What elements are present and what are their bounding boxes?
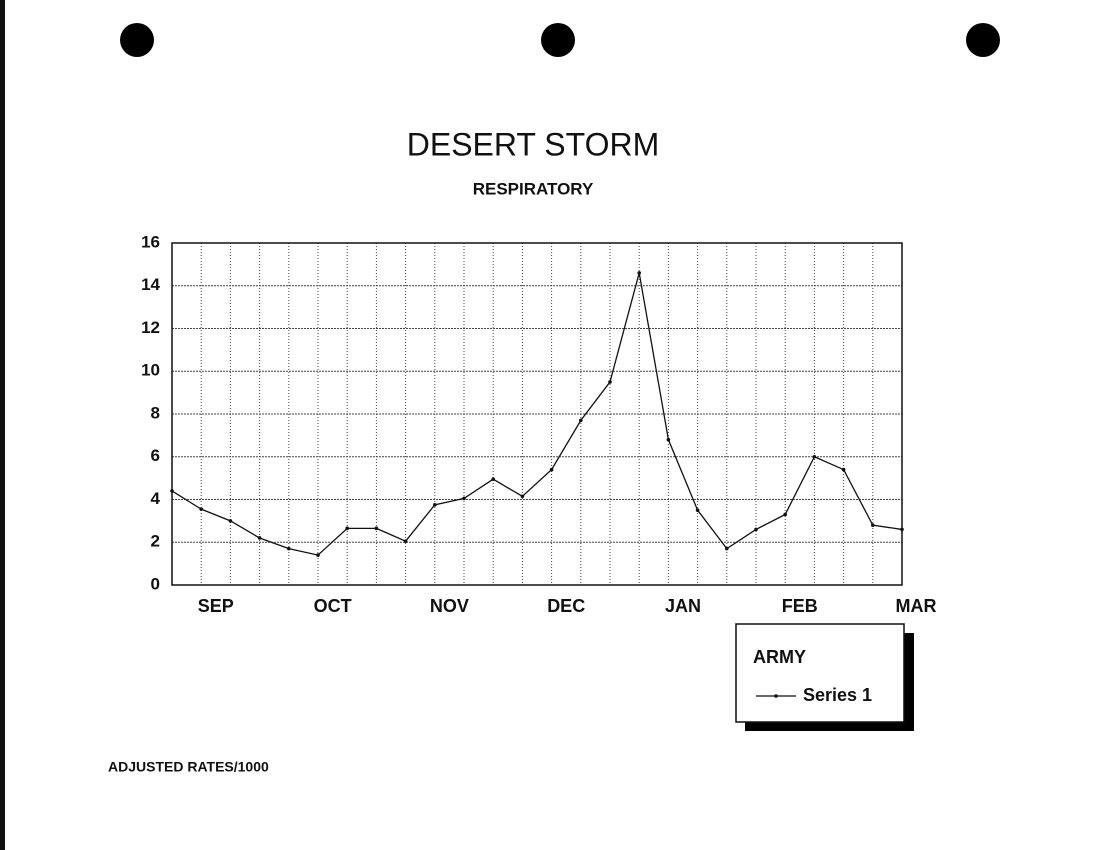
punch-hole [541,23,575,57]
y-tick-label: 6 [151,446,160,465]
data-point [403,539,408,543]
y-tick-label: 10 [141,361,160,380]
chart-subtitle: RESPIRATORY [473,179,594,198]
data-point [433,503,437,507]
x-tick-label: SEP [198,596,234,616]
legend-box [735,623,905,723]
legend-label: Series 1 [803,685,872,705]
footnote: ADJUSTED RATES/1000 [108,759,269,775]
x-tick-label: JAN [665,596,701,616]
y-tick-label: 8 [151,403,160,422]
data-point [257,536,262,540]
data-point [316,553,320,557]
series-line [171,272,903,556]
x-tick-label: OCT [314,596,352,616]
data-point [812,454,817,459]
data-point [345,526,350,531]
data-point [900,527,904,532]
data-point [199,507,203,511]
legend-swatch-marker [774,694,778,698]
legend-title: ARMY [753,647,806,667]
x-tick-label: FEB [782,596,818,616]
legend: ARMY Series 1 [735,623,914,731]
y-tick-label: 4 [151,489,161,508]
punch-hole [120,23,154,57]
chart-title: DESERT STORM [407,126,660,162]
data-point [491,477,496,481]
punch-hole [966,23,1000,57]
plot: 0 2 4 6 8 10 12 14 16 SEP OCT NOV DEC JAN FEB MAR [141,232,936,615]
x-tick-label: NOV [430,596,469,616]
data-point [783,512,787,517]
data-point [374,526,379,531]
data-point [666,437,671,442]
data-point [228,519,233,523]
y-tick-label: 2 [151,532,160,551]
data-point [608,380,612,384]
data-point [287,546,291,551]
data-point [549,467,554,472]
data-point [462,496,466,501]
scan-edge [0,0,5,850]
data-point [725,546,729,551]
data-point [695,508,700,512]
y-tick-label: 16 [141,232,160,251]
data-point [754,527,758,532]
y-tick-label: 0 [151,574,160,593]
x-tick-label: MAR [896,596,937,616]
data-point [637,271,641,275]
data-point [520,494,525,499]
y-tick-label: 12 [141,318,160,337]
plot-frame [171,242,903,586]
data-point [170,489,174,493]
y-tick-label: 14 [141,275,160,294]
x-tick-label: DEC [547,596,585,616]
data-point [841,467,846,472]
data-point [871,523,875,527]
data-point [579,418,583,423]
